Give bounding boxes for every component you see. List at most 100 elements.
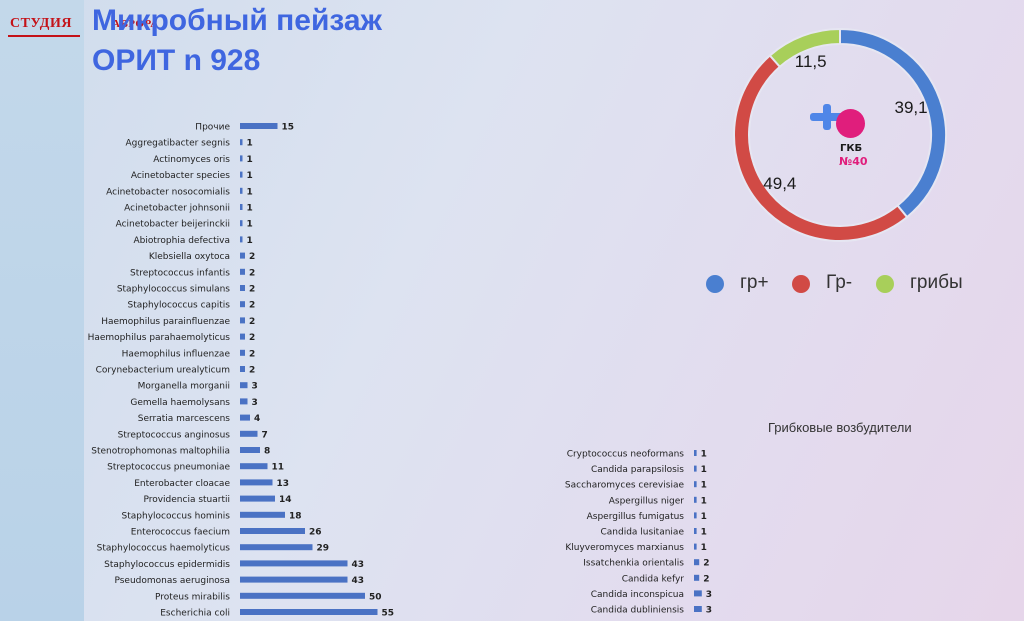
bar-value-label: 26 xyxy=(309,528,322,538)
bar-value-label: 11 xyxy=(272,463,285,473)
fungi-category-label: Candida dubliniensis xyxy=(591,606,685,616)
fungi-bar xyxy=(694,496,697,503)
donut-slice xyxy=(768,27,841,69)
bar-category-label: Haemophilus influenzae xyxy=(122,349,231,359)
bar xyxy=(240,317,245,324)
bar-category-label: Streptococcus infantis xyxy=(130,268,230,278)
fungi-category-label: Aspergillus fumigatus xyxy=(587,512,685,522)
fungi-chart-title: Грибковые возбудители xyxy=(768,420,912,435)
bar xyxy=(240,204,243,210)
bar-value-label: 29 xyxy=(317,544,330,554)
watermark-text-2: АВРОРА xyxy=(112,18,159,30)
bar-category-label: Streptococcus pneumoniae xyxy=(107,463,230,473)
bar-value-label: 8 xyxy=(264,447,270,457)
bar xyxy=(240,495,275,502)
bar xyxy=(240,252,245,259)
fungi-value-label: 3 xyxy=(706,590,712,600)
slide-title: Микробный пейзаж xyxy=(92,4,382,37)
fungi-bar xyxy=(694,465,697,472)
bar-value-label: 3 xyxy=(252,382,258,392)
bar xyxy=(240,609,378,615)
bar-category-label: Staphylococcus hominis xyxy=(122,511,231,521)
bar xyxy=(240,139,243,146)
bar xyxy=(240,479,273,486)
bar-value-label: 14 xyxy=(279,495,292,505)
bar-value-label: 15 xyxy=(282,123,295,133)
bar xyxy=(240,187,243,194)
fungi-value-label: 1 xyxy=(701,528,707,538)
bar-category-label: Staphylococcus haemolyticus xyxy=(97,544,231,554)
bar-category-label: Streptococcus anginosus xyxy=(118,430,231,440)
fungi-category-label: Saccharomyces cerevisiae xyxy=(565,481,685,491)
legend-label: Гр- xyxy=(826,272,853,293)
bar-category-label: Gemella haemolysans xyxy=(130,398,230,408)
bar-category-label: Staphylococcus epidermidis xyxy=(104,560,230,570)
bar-category-label: Actinomyces oris xyxy=(153,155,230,165)
fungi-category-label: Candida parapsilosis xyxy=(591,465,684,475)
bar xyxy=(240,301,245,308)
bar xyxy=(240,268,245,275)
bar xyxy=(240,285,245,291)
bar-value-label: 4 xyxy=(254,414,260,424)
bar-category-label: Staphylococcus capitis xyxy=(127,301,230,311)
bar-category-label: Abiotrophia defectiva xyxy=(134,236,230,246)
bar xyxy=(240,528,305,534)
bar xyxy=(240,511,285,518)
fungi-value-label: 1 xyxy=(701,543,707,553)
donut-legend: гр+ Гр- грибы xyxy=(706,272,986,296)
bar-value-label: 55 xyxy=(382,609,395,619)
bar xyxy=(240,349,245,356)
legend-dot xyxy=(706,275,724,293)
bar-category-label: Haemophilus parainfluenzae xyxy=(101,317,230,327)
bar-value-label: 1 xyxy=(247,171,253,181)
bar-value-label: 1 xyxy=(247,155,253,165)
bar-category-label: Escherichia coli xyxy=(160,609,230,619)
left-color-strip xyxy=(0,0,84,621)
bar-category-label: Aggregatibacter segnis xyxy=(125,139,230,149)
bar xyxy=(240,366,245,372)
fungi-category-label: Cryptococcus neoformans xyxy=(567,450,685,460)
fungi-category-label: Candida lusitaniae xyxy=(600,528,684,538)
fungi-category-label: Candida kefyr xyxy=(622,574,685,584)
bar-value-label: 43 xyxy=(352,560,365,570)
fungi-category-label: Candida inconspicua xyxy=(591,590,684,600)
bar-value-label: 2 xyxy=(249,333,255,343)
bar-category-label: Stenotrophomonas maltophilia xyxy=(91,447,230,457)
bar-category-label: Прочие xyxy=(195,123,230,133)
bar-value-label: 2 xyxy=(249,317,255,327)
bar xyxy=(240,430,258,437)
logo-text: ГКБ xyxy=(840,143,863,154)
bar-value-label: 43 xyxy=(352,576,365,586)
bar-value-label: 3 xyxy=(252,398,258,408)
bar-value-label: 2 xyxy=(249,285,255,295)
bar-category-label: Acinetobacter nosocomialis xyxy=(106,187,230,197)
bar-value-label: 2 xyxy=(249,366,255,376)
bar-category-label: Klebsiella oxytoca xyxy=(149,252,230,262)
fungi-bar xyxy=(694,559,700,566)
bar xyxy=(240,544,313,551)
bar-category-label: Haemophilus parahaemolyticus xyxy=(88,333,231,343)
bar-category-label: Providencia stuartii xyxy=(143,495,230,505)
bar-category-label: Acinetobacter beijerinckii xyxy=(116,220,230,230)
bar xyxy=(240,560,348,567)
bar xyxy=(240,171,243,178)
fungi-bar xyxy=(694,606,702,612)
fungi-value-label: 1 xyxy=(701,496,707,506)
bar-value-label: 13 xyxy=(277,479,290,489)
donut-value-label: 11,5 xyxy=(794,51,827,71)
bar-value-label: 2 xyxy=(249,349,255,359)
fungi-bar xyxy=(694,481,697,488)
bar xyxy=(240,236,243,243)
fungi-category-label: Aspergillus niger xyxy=(609,496,685,506)
fungi-value-label: 1 xyxy=(701,481,707,491)
bar-category-label: Morganella morganii xyxy=(138,382,230,392)
fungi-value-label: 1 xyxy=(701,512,707,522)
donut-value-label: 49,4 xyxy=(763,173,797,193)
fungi-value-label: 3 xyxy=(706,606,712,616)
watermark-underline xyxy=(8,35,80,37)
bar-value-label: 7 xyxy=(262,430,268,440)
fungi-bar xyxy=(694,543,697,550)
hospital-logo: ГКБ №40 xyxy=(810,104,870,170)
legend-label: гр+ xyxy=(740,272,769,293)
